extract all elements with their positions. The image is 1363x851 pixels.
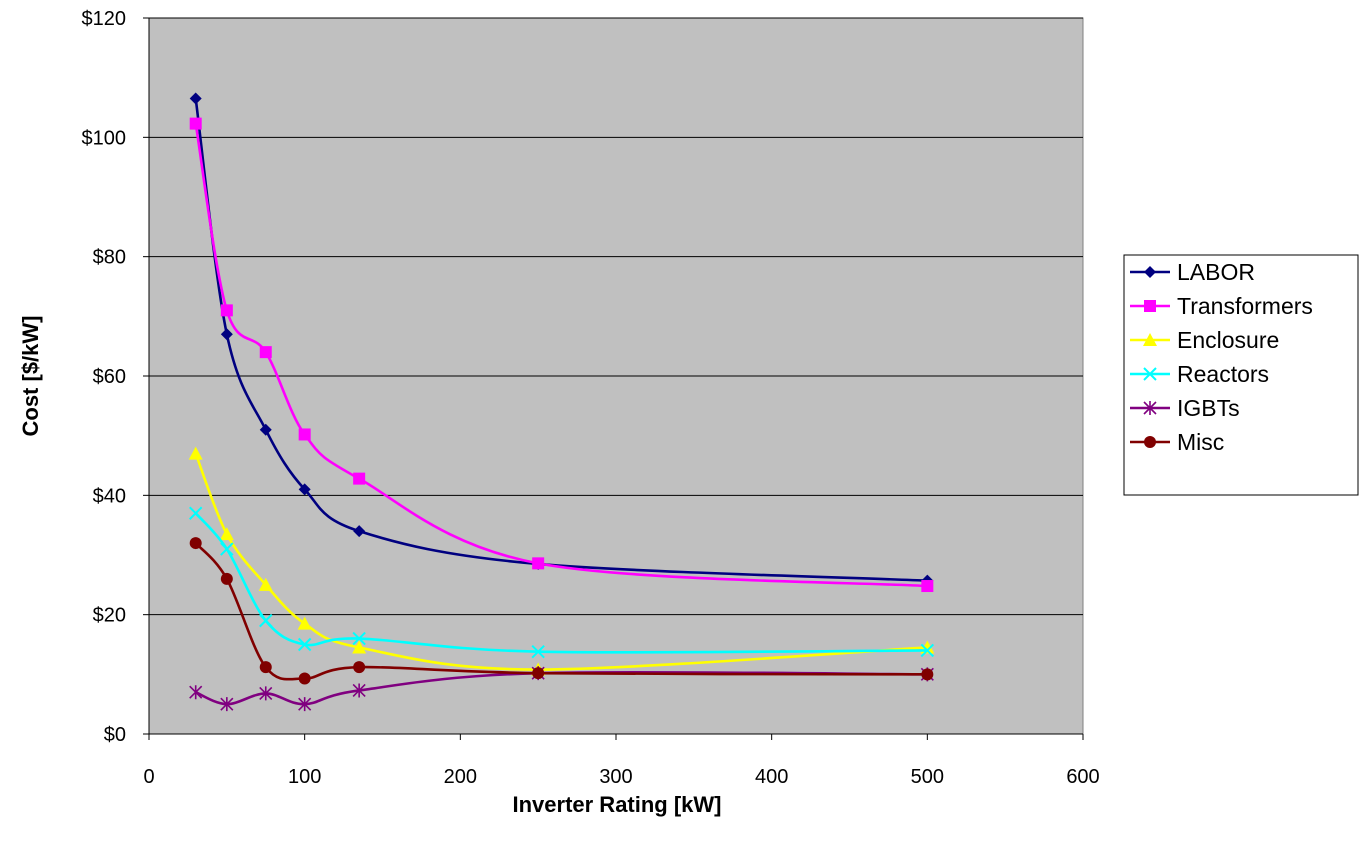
data-point-enclosure xyxy=(352,640,367,654)
data-point-reactors xyxy=(188,506,203,520)
data-point-reactors xyxy=(920,643,935,658)
series-line-misc xyxy=(194,542,928,681)
x-tick-label: 300 xyxy=(599,766,632,788)
y-tick-label: $20 xyxy=(93,605,126,627)
data-point-igbts xyxy=(352,683,366,698)
data-point-transformers xyxy=(532,557,545,570)
data-point-misc xyxy=(532,667,545,680)
data-point-labor xyxy=(220,328,233,341)
legend-item-igbts: IGBTs xyxy=(1130,395,1240,421)
y-tick-label: $100 xyxy=(82,127,127,149)
series-misc xyxy=(189,537,934,685)
y-tick-label: $120 xyxy=(82,8,127,30)
legend-label: Enclosure xyxy=(1177,327,1279,353)
y-tick-label: $80 xyxy=(93,247,126,269)
axes: $0 $20 $40 $60 $80 $100 $120 0 100 200 300 400 500 60… xyxy=(82,8,1100,788)
data-point-transformers xyxy=(921,580,934,593)
data-point-igbts xyxy=(220,697,234,712)
x-tick-label: 200 xyxy=(444,766,477,788)
legend-label: Misc xyxy=(1177,429,1224,455)
data-point-reactors xyxy=(297,637,312,652)
data-point-igbts xyxy=(259,686,273,701)
data-point-enclosure xyxy=(258,577,273,591)
data-point-transformers xyxy=(189,117,202,130)
legend-label: LABOR xyxy=(1177,259,1255,285)
x-tick-label: 500 xyxy=(911,766,944,788)
legend-item-misc: Misc xyxy=(1130,429,1224,455)
data-point-labor xyxy=(353,525,366,538)
legend-swatch-marker xyxy=(1144,436,1156,448)
legend-swatch-marker xyxy=(1143,367,1157,381)
legend-swatch-marker xyxy=(1144,300,1156,312)
data-point-misc xyxy=(220,572,233,585)
data-point-labor xyxy=(189,92,202,105)
series-igbts xyxy=(189,666,934,712)
series-reactors xyxy=(188,506,935,659)
data-point-enclosure xyxy=(297,616,312,630)
y-tick-label: $60 xyxy=(93,366,126,388)
legend-item-enclosure: Enclosure xyxy=(1130,327,1279,353)
data-point-enclosure xyxy=(219,527,234,541)
y-tick-label: $40 xyxy=(93,485,126,507)
data-point-reactors xyxy=(531,644,545,659)
data-point-misc xyxy=(353,661,366,674)
legend-item-labor: LABOR xyxy=(1130,259,1255,285)
series-transformers xyxy=(189,117,934,593)
x-tick-label: 400 xyxy=(755,766,788,788)
legend-label: IGBTs xyxy=(1177,395,1240,421)
data-point-labor xyxy=(298,483,311,496)
legend-label: Reactors xyxy=(1177,361,1269,387)
series-lines xyxy=(188,92,935,712)
y-axis-label: Cost [$/kW] xyxy=(18,316,43,437)
legend: LABOR Transformers Enclosure Reactors IGBTs M… xyxy=(1123,254,1359,496)
data-point-enclosure xyxy=(188,446,203,460)
data-point-transformers xyxy=(220,304,233,317)
data-point-misc xyxy=(189,537,202,550)
legend-swatch-marker xyxy=(1143,401,1157,415)
data-point-igbts xyxy=(298,697,312,712)
legend-item-reactors: Reactors xyxy=(1130,361,1269,387)
legend-swatch-marker xyxy=(1143,333,1157,346)
data-point-reactors xyxy=(220,542,234,556)
legend-item-transformers: Transformers xyxy=(1130,293,1313,319)
data-point-misc xyxy=(921,668,934,681)
legend-label: Transformers xyxy=(1177,293,1313,319)
x-tick-label: 0 xyxy=(143,766,154,788)
data-point-igbts xyxy=(189,685,203,700)
x-tick-label: 100 xyxy=(288,766,321,788)
y-tick-label: $0 xyxy=(104,724,126,746)
data-point-transformers xyxy=(259,346,272,359)
data-point-transformers xyxy=(353,472,366,485)
x-tick-label: 600 xyxy=(1066,766,1099,788)
data-point-reactors xyxy=(259,613,273,628)
x-axis-label: Inverter Rating [kW] xyxy=(512,792,721,817)
data-point-misc xyxy=(259,661,272,674)
legend-swatch-marker xyxy=(1144,266,1156,278)
data-point-labor xyxy=(259,423,272,436)
data-point-misc xyxy=(298,672,311,685)
data-point-reactors xyxy=(352,631,366,646)
data-point-transformers xyxy=(298,428,311,441)
series-line-reactors xyxy=(194,512,928,654)
